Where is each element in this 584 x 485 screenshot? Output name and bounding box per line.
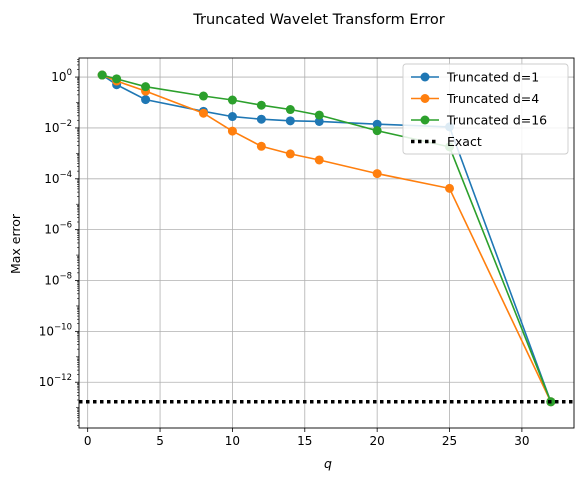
- y-tick-label: 10−8: [44, 272, 72, 288]
- legend-swatch-marker: [420, 72, 430, 82]
- plot-series: [79, 70, 574, 407]
- y-tick-label: 100: [51, 68, 72, 84]
- y-tick-label: 10−10: [39, 322, 72, 338]
- data-point: [141, 95, 151, 105]
- data-point: [227, 126, 237, 136]
- legend-label: Truncated d=16: [446, 113, 547, 128]
- y-tick-base: 10: [39, 375, 54, 389]
- data-point: [256, 100, 266, 110]
- y-tick-base: 10: [51, 70, 66, 84]
- y-tick-exponent: −10: [54, 322, 72, 332]
- data-point: [314, 116, 324, 126]
- y-tick-base: 10: [44, 121, 59, 135]
- legend-label: Truncated d=1: [446, 70, 539, 85]
- y-tick-exponent: −4: [59, 170, 72, 180]
- data-point: [285, 149, 295, 159]
- y-tick-exponent: −2: [59, 119, 72, 129]
- x-tick-label: 10: [225, 434, 240, 448]
- data-point: [372, 119, 382, 129]
- data-point: [372, 169, 382, 179]
- data-point: [256, 141, 266, 151]
- y-tick-exponent: −12: [54, 373, 72, 383]
- x-tick-label: 0: [84, 434, 92, 448]
- data-point: [198, 108, 208, 118]
- data-point: [285, 105, 295, 115]
- legend-box: [402, 63, 569, 155]
- y-tick-base: 10: [44, 274, 59, 288]
- data-point: [227, 112, 237, 122]
- data-point: [314, 155, 324, 165]
- data-point: [198, 91, 208, 101]
- data-point: [445, 183, 455, 193]
- y-tick-base: 10: [44, 172, 59, 186]
- data-point: [285, 116, 295, 126]
- y-tick-label: 10−4: [44, 170, 72, 186]
- y-tick-base: 10: [39, 324, 54, 338]
- y-tick-exponent: 0: [67, 68, 72, 78]
- data-point: [256, 114, 266, 124]
- data-point: [227, 95, 237, 105]
- legend-swatch-marker: [420, 94, 430, 103]
- data-point: [112, 74, 122, 84]
- chart-title: Truncated Wavelet Transform Error: [192, 12, 445, 28]
- data-point: [141, 82, 151, 92]
- x-tick-label: 30: [514, 434, 529, 448]
- y-tick-label: 10−6: [44, 221, 72, 237]
- y-tick-base: 10: [44, 223, 59, 237]
- legend-swatch-marker: [420, 115, 430, 125]
- legend-label: Exact: [447, 134, 482, 149]
- x-axis-label: q: [324, 456, 332, 471]
- series-group: [79, 70, 574, 407]
- x-axis-ticks: 0 5 10 15 20 25 30: [84, 428, 530, 448]
- data-point: [314, 110, 324, 120]
- y-axis-label: Max error: [8, 213, 23, 274]
- y-tick-label: 10−12: [39, 373, 72, 389]
- legend: Truncated d=1 Truncated d=4 Truncated d=16…: [402, 63, 569, 155]
- x-tick-label: 25: [442, 434, 457, 448]
- y-tick-label: 10−2: [44, 119, 72, 135]
- y-tick-exponent: −8: [59, 272, 72, 282]
- x-tick-label: 15: [297, 434, 312, 448]
- data-point: [372, 126, 382, 136]
- x-tick-label: 5: [156, 434, 164, 448]
- data-point: [97, 70, 107, 80]
- y-tick-exponent: −6: [59, 221, 72, 231]
- legend-label: Truncated d=4: [446, 91, 539, 106]
- x-tick-label: 20: [370, 434, 385, 448]
